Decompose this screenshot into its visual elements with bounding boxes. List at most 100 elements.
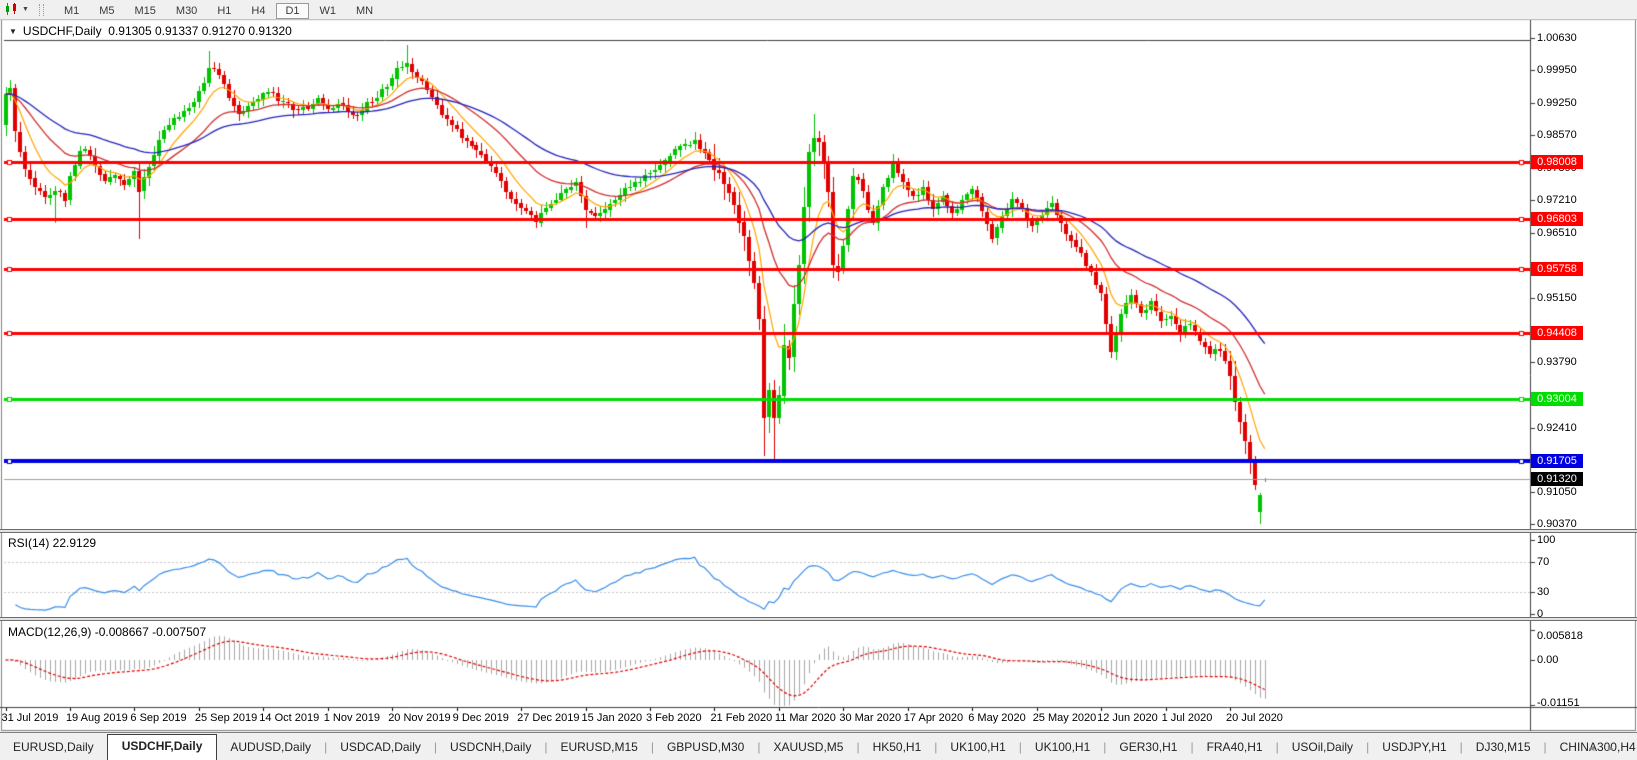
timeframe-button-h1[interactable]: H1 xyxy=(217,4,232,17)
tab-divider: | xyxy=(1018,740,1022,754)
candlestick-chart-icon[interactable] xyxy=(3,3,19,16)
date-tick-label: 17 Apr 2020 xyxy=(903,712,964,724)
chart-ohlc-values: 0.91305 0.91337 0.91270 0.91320 xyxy=(108,24,292,38)
tab-usdcnh-daily[interactable]: USDCNH,Daily xyxy=(450,740,532,754)
date-tick-label: 11 Mar 2020 xyxy=(774,712,836,724)
chart-menu-caret-icon[interactable]: ▼ xyxy=(9,27,17,36)
price-line-tag: 0.94408 xyxy=(1531,325,1583,340)
price-line-tag: 0.93004 xyxy=(1531,392,1583,407)
tab-uk100-h1[interactable]: UK100,H1 xyxy=(1034,740,1091,754)
price-tick-label: 1.00630 xyxy=(1537,31,1577,44)
timeframe-button-m1[interactable]: M1 xyxy=(63,4,80,17)
timeframe-toolbar: ▼ M1 M5 M15 M30 H1 H4 D1 W1 MN xyxy=(0,0,1637,20)
date-tick-label: 12 Jun 2020 xyxy=(1097,712,1158,724)
price-tick-label: 0.91050 xyxy=(1537,486,1577,499)
date-tick-label: 1 Nov 2019 xyxy=(323,712,381,724)
tab-divider: | xyxy=(934,740,938,754)
tab-xauusd-m5[interactable]: XAUUSD,M5 xyxy=(773,740,844,754)
tab-gbpusd-m30[interactable]: GBPUSD,M30 xyxy=(666,740,745,754)
tab-ger30-h1[interactable]: GER30,H1 xyxy=(1119,740,1178,754)
toolbar-grip-icon[interactable] xyxy=(38,3,44,16)
tab-usdjpy-h1[interactable]: USDJPY,H1 xyxy=(1382,740,1447,754)
tab-scroll-left-icon[interactable]: ◄ xyxy=(1587,743,1607,753)
tab-usdcad-daily[interactable]: USDCAD,Daily xyxy=(340,740,421,754)
tab-fra40-h1[interactable]: FRA40,H1 xyxy=(1206,740,1263,754)
rsi-tick-label: 70 xyxy=(1537,556,1550,569)
date-tick-label: 21 Feb 2020 xyxy=(710,712,773,724)
tab-divider: | xyxy=(650,740,654,754)
macd-tick-label: -0.01151 xyxy=(1537,697,1580,709)
tab-divider: | xyxy=(433,740,437,754)
tab-divider: | xyxy=(856,740,860,754)
rsi-label: RSI(14) 22.9129 xyxy=(8,536,97,550)
timeframe-button-w1[interactable]: W1 xyxy=(319,4,337,17)
date-tick-label: 1 Jul 2020 xyxy=(1161,712,1213,724)
price-line-tag: 0.98008 xyxy=(1531,154,1583,169)
tab-divider: | xyxy=(324,740,328,754)
tab-scroll-right-icon[interactable]: ► xyxy=(1606,743,1625,753)
date-tick-label: 9 Dec 2019 xyxy=(452,712,509,724)
tab-dj30-m15[interactable]: DJ30,M15 xyxy=(1475,740,1531,754)
date-tick-label: 25 May 2020 xyxy=(1032,712,1097,724)
date-tick-label: 25 Sep 2019 xyxy=(194,712,258,724)
chevron-down-icon[interactable]: ▼ xyxy=(22,6,29,13)
tab-divider: | xyxy=(1543,740,1547,754)
rsi-tick-label: 30 xyxy=(1537,585,1550,598)
date-tick-label: 19 Aug 2019 xyxy=(65,712,128,724)
tab-divider: | xyxy=(1459,740,1463,754)
rsi-tick-label: 0 xyxy=(1537,608,1544,620)
tab-china300-h4[interactable]: CHINA300,H4 xyxy=(1559,740,1636,754)
price-tick-label: 0.95150 xyxy=(1537,291,1577,304)
tab-divider: | xyxy=(1103,740,1107,754)
rsi-pane-divider[interactable] xyxy=(0,529,1637,533)
date-tick-label: 30 Mar 2020 xyxy=(839,712,902,724)
date-tick-label: 14 Oct 2019 xyxy=(259,712,320,724)
tab-usdchf-daily[interactable]: USDCHF,Daily xyxy=(106,734,218,760)
chart-title: ▼ USDCHF,Daily 0.91305 0.91337 0.91270 0.… xyxy=(9,24,292,38)
price-tick-label: 0.96510 xyxy=(1537,227,1577,240)
price-tick-label: 0.98570 xyxy=(1537,129,1577,142)
tab-divider: | xyxy=(544,740,548,754)
macd-pane-divider[interactable] xyxy=(0,617,1637,621)
timeframe-button-m15[interactable]: M15 xyxy=(134,4,156,17)
price-tick-label: 0.99250 xyxy=(1537,97,1577,110)
tab-divider: | xyxy=(1275,740,1279,754)
current-price-tag: 0.91320 xyxy=(1531,472,1583,487)
macd-tick-label: 0.00 xyxy=(1537,654,1559,666)
tab-eurusd-m15[interactable]: EURUSD,M15 xyxy=(560,740,638,754)
tab-eurusd-daily[interactable]: EURUSD,Daily xyxy=(13,740,94,754)
price-line-tag: 0.91705 xyxy=(1531,453,1583,468)
tab-audusd-daily[interactable]: AUDUSD,Daily xyxy=(230,740,312,754)
tab-divider: | xyxy=(1366,740,1370,754)
price-line-tag: 0.95758 xyxy=(1531,261,1583,276)
price-tick-label: 0.93790 xyxy=(1537,356,1577,369)
timeframe-button-h4[interactable]: H4 xyxy=(251,4,266,17)
timeframe-button-m5[interactable]: M5 xyxy=(99,4,115,17)
date-tick-label: 27 Dec 2019 xyxy=(517,712,580,724)
rsi-tick-label: 100 xyxy=(1537,534,1556,546)
price-tick-label: 0.97210 xyxy=(1537,193,1577,206)
timeframe-button-d1[interactable]: D1 xyxy=(276,2,309,19)
date-tick-label: 31 Jul 2019 xyxy=(1,712,59,724)
timeframe-buttons: M1 M5 M15 M30 H1 H4 D1 W1 MN xyxy=(54,1,383,19)
tab-divider: | xyxy=(1190,740,1194,754)
timeframe-button-mn[interactable]: MN xyxy=(356,4,374,17)
chart-tab-bar: EURUSD,Daily USDCHF,Daily AUDUSD,Daily | USD… xyxy=(0,732,1637,760)
price-tick-label: 0.92410 xyxy=(1537,421,1577,434)
tab-uk100-h1[interactable]: UK100,H1 xyxy=(950,740,1006,754)
macd-tick-label: 0.005818 xyxy=(1537,630,1583,642)
date-tick-label: 6 May 2020 xyxy=(968,712,1026,724)
macd-label: MACD(12,26,9) -0.008667 -0.007507 xyxy=(8,625,207,639)
date-tick-label: 15 Jan 2020 xyxy=(581,712,643,724)
tab-usoil-daily[interactable]: USOil,Daily xyxy=(1291,740,1354,754)
date-tick-label: 6 Sep 2019 xyxy=(130,712,187,724)
tab-hk50-h1[interactable]: HK50,H1 xyxy=(872,740,922,754)
date-tick-label: 3 Feb 2020 xyxy=(646,712,702,724)
price-line-tag: 0.96803 xyxy=(1531,212,1583,227)
price-tick-label: 0.90370 xyxy=(1537,518,1577,531)
price-tick-label: 0.99950 xyxy=(1537,63,1577,76)
tab-divider: | xyxy=(757,740,761,754)
timeframe-button-m30[interactable]: M30 xyxy=(175,4,198,17)
